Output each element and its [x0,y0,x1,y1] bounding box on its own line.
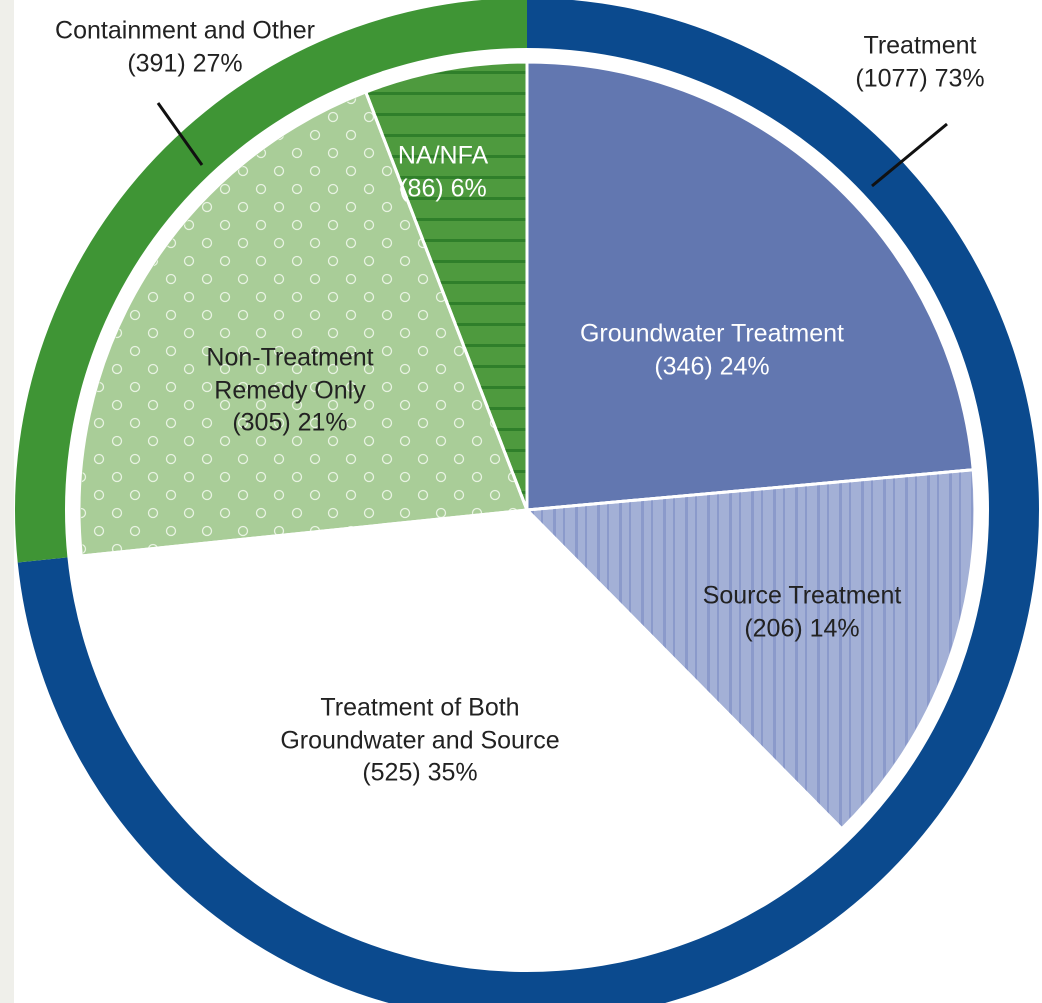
category-label: Source Treatment [702,581,902,610]
leader-line [871,122,948,188]
slice-divider [364,91,529,511]
category-label: NA/NFA [397,141,489,170]
category-label: Containment and Other [55,16,315,45]
value-label: (391) 27% [127,49,243,77]
slice-divider [525,508,843,830]
value-label: (346) 24% [654,352,770,380]
category-label: Non-Treatment Remedy Only [206,343,374,404]
category-label: Treatment [863,31,977,60]
leader-line [156,102,204,166]
slice-divider [81,508,528,558]
value-label: (1077) 73% [855,64,985,92]
slice-label: NA/NFA (86) 6% [378,140,508,205]
slice [79,508,844,960]
value-label: (305) 21% [232,408,348,437]
value-label: (525) 35% [362,758,478,787]
value-label: (86) 6% [399,174,487,202]
slice [525,60,975,512]
slice-label: Non-Treatment Remedy Only (305) 21% [190,341,390,439]
category-label: Treatment of Both Groundwater and Source [280,693,560,754]
slice-label: Source Treatment (206) 14% [652,580,952,645]
slice-label: Groundwater Treatment (346) 24% [542,318,882,383]
slice-label: Containment and Other (391) 27% [0,15,385,80]
slice-label: Treatment of Both Groundwater and Source… [270,691,570,789]
slice-divider [526,468,974,512]
value-label: (206) 14% [744,614,860,642]
category-label: Groundwater Treatment [579,319,844,348]
slice-label: Treatment (1077) 73% [800,30,1040,95]
